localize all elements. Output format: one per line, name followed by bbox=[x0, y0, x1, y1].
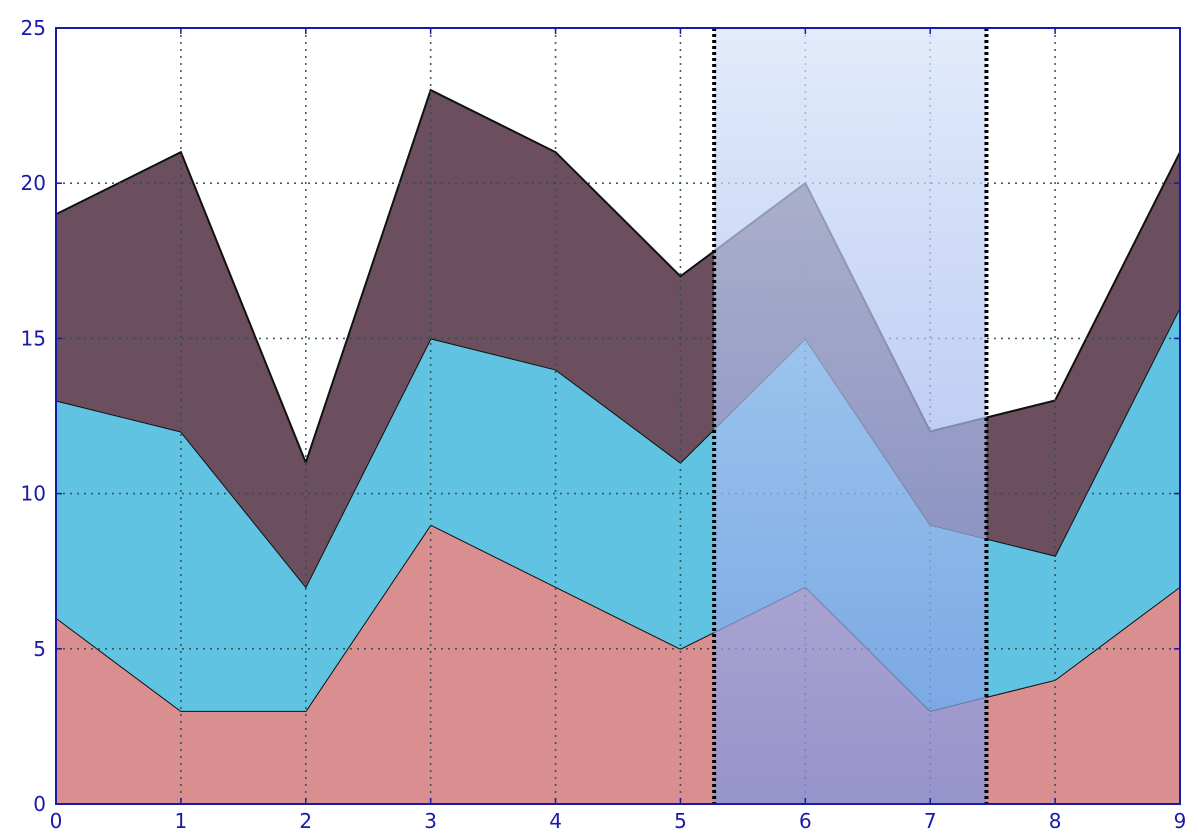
x-tick-label-9: 9 bbox=[1174, 809, 1187, 833]
tick-layer: 0 1 2 3 4 5 6 7 8 9 0 5 10 15 20 25 bbox=[21, 16, 1187, 833]
y-tick-label-20: 20 bbox=[21, 171, 46, 195]
x-tick-label-3: 3 bbox=[424, 809, 437, 833]
plot-frame bbox=[55, 27, 1181, 805]
grid-layer bbox=[56, 28, 1180, 804]
x-tick-label-7: 7 bbox=[924, 809, 937, 833]
series-line-3 bbox=[55, 88, 1181, 466]
y-tick-label-25: 25 bbox=[21, 16, 46, 40]
y-tick-label-15: 15 bbox=[21, 326, 46, 350]
area-layer bbox=[55, 88, 1181, 804]
x-tick-label-6: 6 bbox=[799, 809, 812, 833]
x-tick-label-1: 1 bbox=[175, 809, 188, 833]
highlight-layer bbox=[712, 28, 989, 804]
x-tick-label-8: 8 bbox=[1049, 809, 1062, 833]
y-tick-label-5: 5 bbox=[33, 637, 46, 661]
y-tick-label-0: 0 bbox=[33, 792, 46, 816]
x-tick-label-0: 0 bbox=[50, 809, 63, 833]
x-tick-label-4: 4 bbox=[549, 809, 562, 833]
x-tick-label-5: 5 bbox=[674, 809, 687, 833]
highlight-span[interactable] bbox=[714, 28, 987, 804]
x-tick-label-2: 2 bbox=[299, 809, 312, 833]
y-tick-label-10: 10 bbox=[21, 482, 46, 506]
